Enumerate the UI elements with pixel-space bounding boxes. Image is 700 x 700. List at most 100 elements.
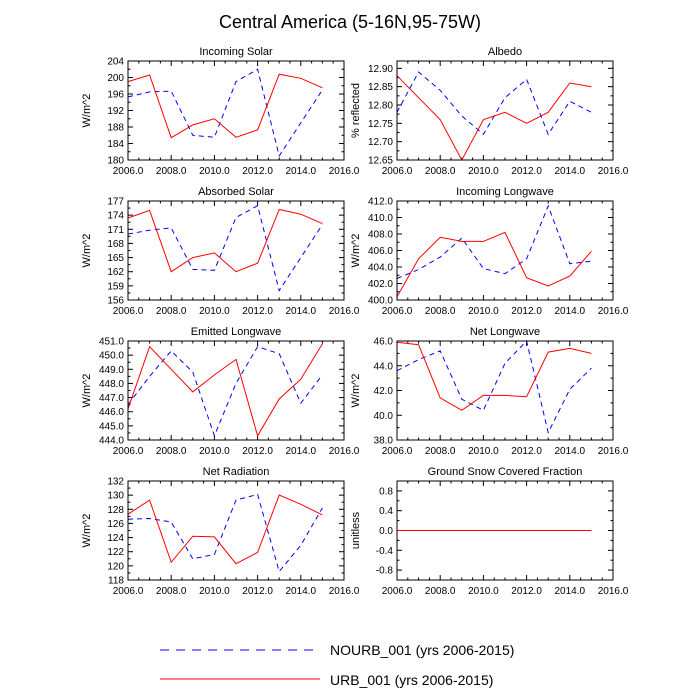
plot-frame	[396, 340, 614, 441]
y-tick-label: 171	[107, 225, 124, 236]
series-line-nourb_001	[396, 71, 592, 136]
x-tick-label: 2016.0	[329, 306, 360, 317]
y-tick-label: 0.8	[379, 486, 393, 497]
x-tick-label: 2014.0	[286, 166, 317, 177]
y-axis-label: W/m^2	[81, 374, 93, 408]
y-axis-label: W/m^2	[350, 374, 362, 408]
y-tick-label: 196	[107, 90, 124, 101]
y-tick-label: 124	[107, 533, 124, 544]
x-tick-label: 2006.0	[113, 446, 144, 457]
series-line-urb_001	[127, 73, 323, 139]
y-tick-label: 118	[108, 576, 124, 587]
x-tick-label: 2014.0	[555, 586, 586, 597]
y-tick-label: 42.0	[374, 386, 394, 397]
panel-8: Ground Snow Covered Fraction unitless 2006…	[350, 466, 629, 597]
series-line-urb_001	[396, 341, 592, 411]
y-tick-label: 159	[107, 281, 124, 292]
plot-frame	[127, 60, 345, 161]
y-tick-label: 165	[107, 253, 124, 264]
x-tick-label: 2012.0	[242, 446, 273, 457]
y-tick-label: 447.0	[99, 393, 124, 404]
series-line-nourb_001	[127, 204, 323, 292]
y-tick-label: 0.4	[379, 506, 393, 517]
y-tick-label: 450.0	[99, 351, 124, 362]
x-tick-label: 2008.0	[156, 166, 187, 177]
y-tick-label: 168	[107, 239, 124, 250]
panel-6: Net Longwave W/m^2 2006.0 2008.0 2010.0 2012.…	[350, 326, 629, 457]
y-tick-label: 46.0	[374, 337, 394, 348]
series-line-urb_001	[127, 494, 323, 565]
x-tick-label: 2010.0	[199, 446, 230, 457]
x-tick-label: 2010.0	[468, 446, 499, 457]
y-tick-label: 122	[107, 547, 124, 558]
y-tick-label: 126	[107, 519, 124, 530]
x-tick-label: 2010.0	[199, 306, 230, 317]
x-tick-label: 2012.0	[511, 166, 542, 177]
panel-2: Albedo % reflected 2006.0 2008.0 2010.0 2012.…	[350, 46, 629, 177]
x-tick-label: 2014.0	[286, 586, 317, 597]
y-tick-label: 444.0	[99, 436, 124, 447]
y-tick-label: 406.0	[368, 246, 393, 257]
y-tick-label: 448.0	[99, 379, 124, 390]
x-tick-label: 2010.0	[199, 586, 230, 597]
y-tick-label: 451.0	[99, 337, 124, 348]
y-tick-label: 130	[107, 491, 124, 502]
y-axis-label: % reflected	[350, 83, 362, 138]
panel-1: Incoming Solar W/m^2 2006.0 2008.0 2010.0 201…	[81, 46, 360, 177]
x-tick-label: 2014.0	[286, 446, 317, 457]
x-tick-label: 2008.0	[425, 306, 456, 317]
y-tick-label: 177	[107, 197, 124, 208]
x-tick-label: 2014.0	[555, 446, 586, 457]
x-tick-label: 2014.0	[286, 306, 317, 317]
panel-title: Incoming Solar	[199, 46, 273, 58]
y-tick-label: 38.0	[374, 436, 394, 447]
legend-label-nourb: NOURB_001 (yrs 2006-2015)	[330, 642, 514, 658]
y-tick-label: 402.0	[368, 279, 393, 290]
y-tick-label: 408.0	[368, 230, 393, 241]
x-tick-label: 2016.0	[598, 166, 629, 177]
x-tick-label: 2012.0	[242, 586, 273, 597]
panel-title: Absorbed Solar	[198, 186, 274, 198]
panel-title: Net Longwave	[470, 326, 540, 338]
x-tick-label: 2014.0	[555, 306, 586, 317]
y-tick-label: 449.0	[99, 365, 124, 376]
x-tick-label: 2012.0	[242, 166, 273, 177]
y-tick-label: 400.0	[368, 296, 393, 307]
y-tick-label: 412.0	[368, 197, 393, 208]
y-axis-label: W/m^2	[81, 94, 93, 128]
x-tick-label: 2016.0	[598, 586, 629, 597]
series-line-urb_001	[396, 231, 592, 297]
panel-title: Albedo	[488, 46, 522, 58]
legend: NOURB_001 (yrs 2006-2015) URB_001 (yrs 2…	[160, 642, 514, 688]
x-tick-label: 2008.0	[156, 446, 187, 457]
x-tick-label: 2014.0	[555, 166, 586, 177]
series-line-nourb_001	[127, 346, 323, 438]
y-tick-label: 174	[107, 211, 124, 222]
y-tick-label: 180	[107, 156, 124, 167]
x-tick-label: 2006.0	[382, 306, 413, 317]
y-tick-label: 132	[107, 477, 124, 488]
figure-title: Central America (5-16N,95-75W)	[219, 12, 481, 32]
y-tick-label: 445.0	[99, 421, 124, 432]
series-line-urb_001	[127, 208, 323, 273]
x-tick-label: 2006.0	[113, 166, 144, 177]
plot-frame	[396, 480, 614, 581]
x-tick-label: 2016.0	[598, 306, 629, 317]
y-tick-label: 446.0	[99, 407, 124, 418]
y-tick-label: 44.0	[374, 361, 394, 372]
y-tick-label: 12.85	[368, 82, 393, 93]
x-tick-label: 2016.0	[329, 586, 360, 597]
y-tick-label: 156	[107, 296, 124, 307]
x-tick-label: 2012.0	[242, 306, 273, 317]
legend-label-urb: URB_001 (yrs 2006-2015)	[330, 672, 493, 688]
series-line-nourb_001	[127, 68, 323, 158]
x-tick-label: 2006.0	[382, 446, 413, 457]
y-tick-label: 410.0	[368, 213, 393, 224]
x-tick-label: 2012.0	[511, 306, 542, 317]
series-line-nourb_001	[396, 204, 592, 279]
y-tick-label: 128	[107, 505, 124, 516]
x-tick-label: 2008.0	[156, 306, 187, 317]
y-axis-label: W/m^2	[350, 234, 362, 268]
y-tick-label: 162	[107, 267, 124, 278]
x-tick-label: 2016.0	[598, 446, 629, 457]
